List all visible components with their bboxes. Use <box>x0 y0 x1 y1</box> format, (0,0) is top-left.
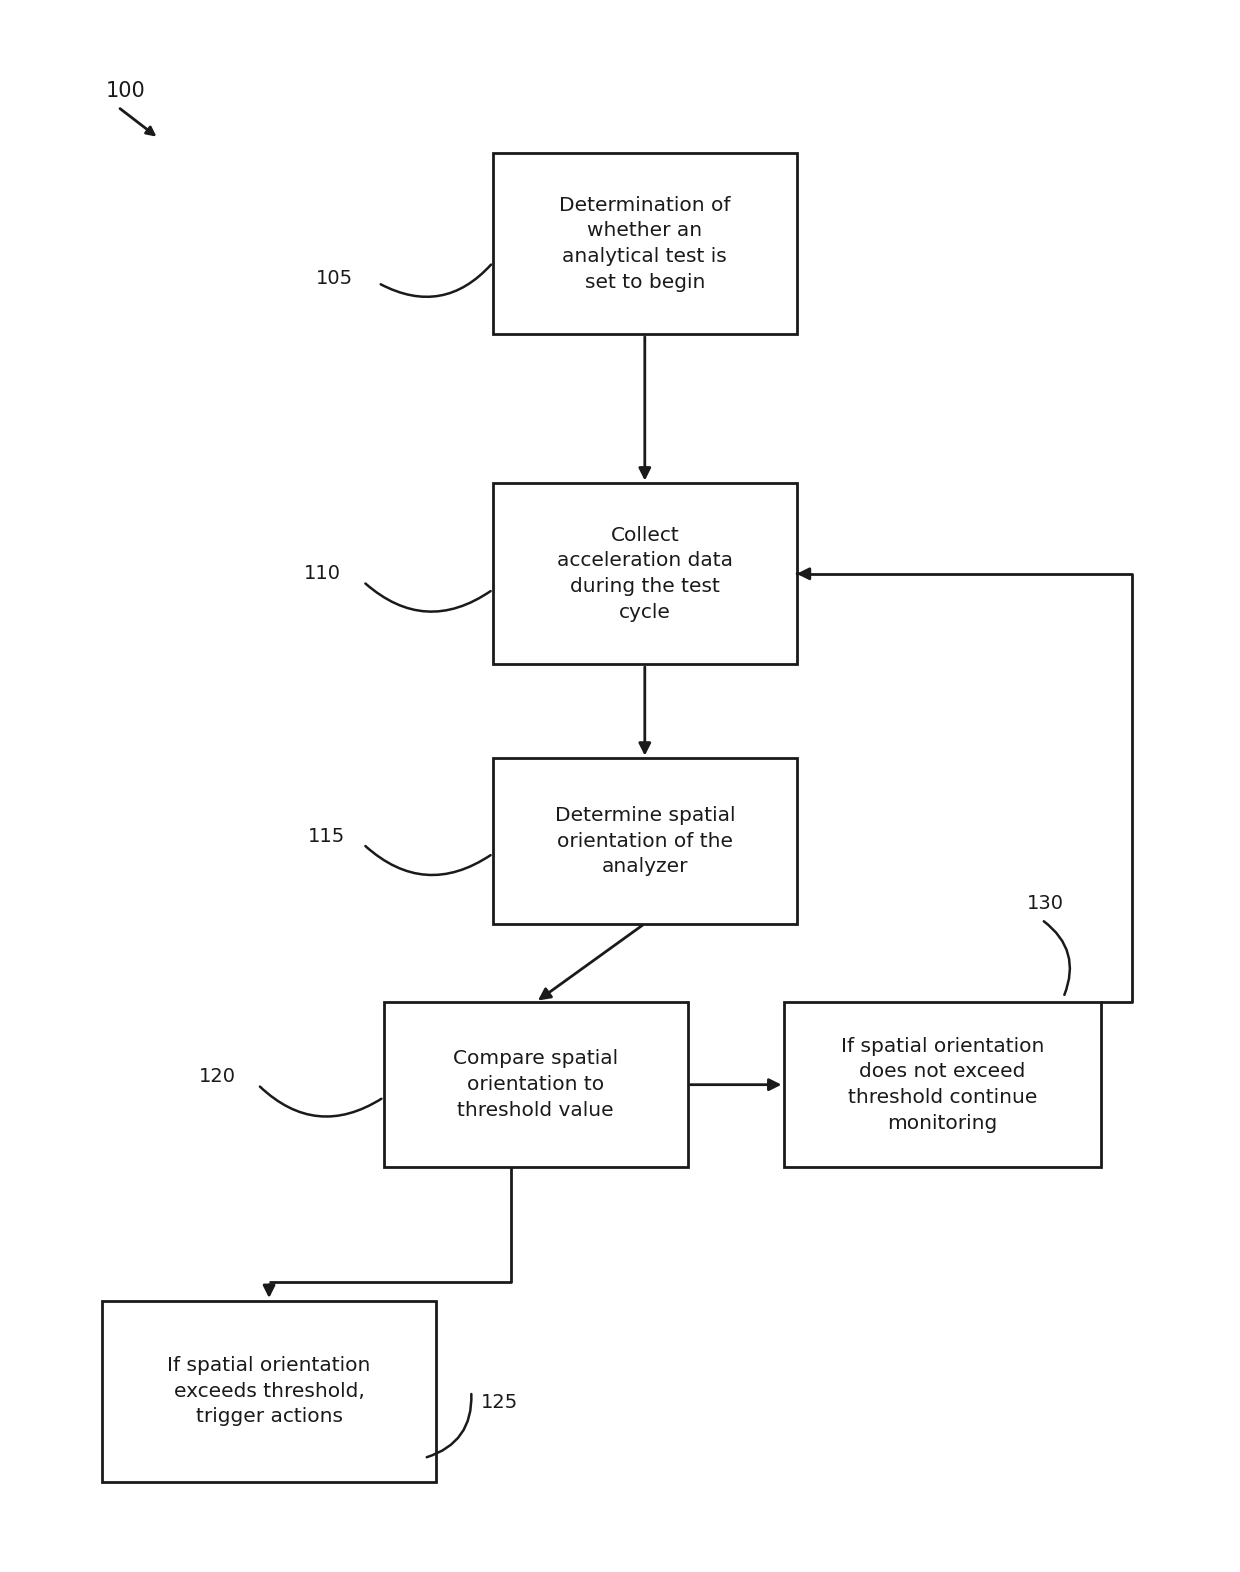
Text: Determine spatial
orientation of the
analyzer: Determine spatial orientation of the ana… <box>554 806 735 876</box>
Text: 110: 110 <box>304 564 341 583</box>
Text: Compare spatial
orientation to
threshold value: Compare spatial orientation to threshold… <box>453 1050 619 1119</box>
Text: If spatial orientation
exceeds threshold,
trigger actions: If spatial orientation exceeds threshold… <box>167 1357 371 1426</box>
FancyBboxPatch shape <box>102 1302 436 1481</box>
FancyBboxPatch shape <box>494 152 797 333</box>
Text: Determination of
whether an
analytical test is
set to begin: Determination of whether an analytical t… <box>559 195 730 292</box>
FancyBboxPatch shape <box>494 484 797 663</box>
Text: 115: 115 <box>308 827 345 846</box>
Text: 125: 125 <box>481 1393 518 1412</box>
Text: 120: 120 <box>198 1067 236 1086</box>
Text: If spatial orientation
does not exceed
threshold continue
monitoring: If spatial orientation does not exceed t… <box>841 1036 1044 1133</box>
FancyBboxPatch shape <box>384 1003 687 1166</box>
Text: 130: 130 <box>1027 894 1064 913</box>
FancyBboxPatch shape <box>494 758 797 923</box>
Text: Collect
acceleration data
during the test
cycle: Collect acceleration data during the tes… <box>557 525 733 623</box>
FancyBboxPatch shape <box>785 1003 1101 1166</box>
Text: 105: 105 <box>316 269 353 288</box>
Text: 100: 100 <box>105 82 145 101</box>
